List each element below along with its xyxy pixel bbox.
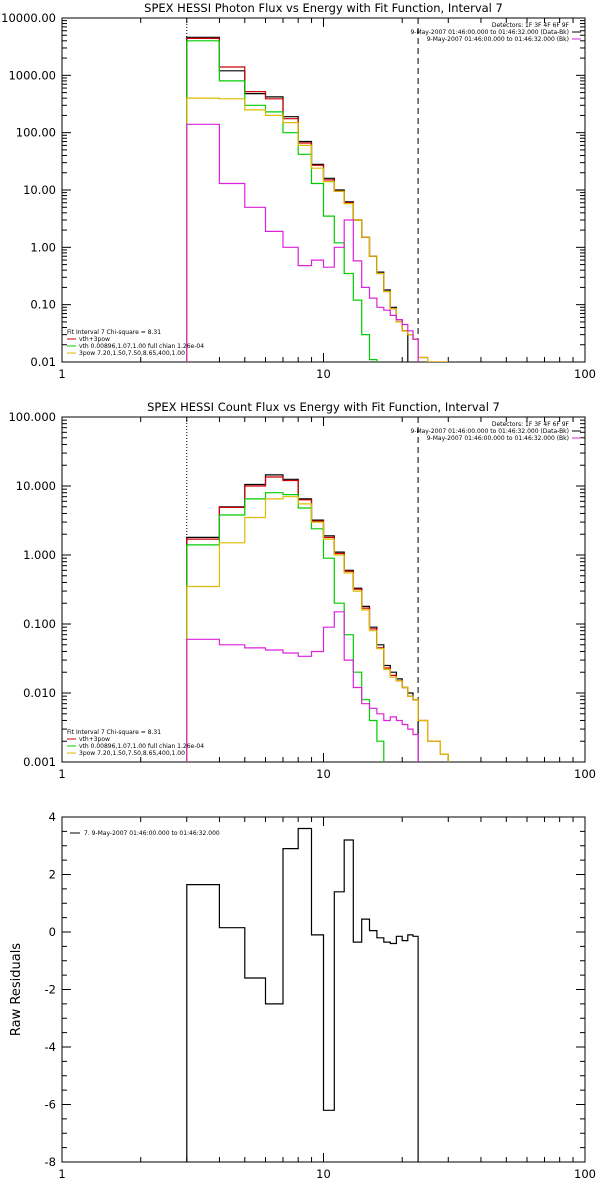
info-block: Detectors: 1F 3F 4F 6F 9F9-May-2007 01:4… bbox=[410, 421, 581, 442]
y-tick-label: 4 bbox=[49, 810, 56, 824]
x-axis: 1 10 100 bbox=[58, 817, 596, 1181]
series-line-7-9-may-2007-01-46-00-000-to-01-46-32-000 bbox=[186, 827, 419, 1162]
y-tick-label: 10.000 bbox=[16, 479, 56, 493]
y-tick-label: 0.010 bbox=[23, 686, 56, 700]
legend-entry: 3pow 7.20,1.50,7.50,8.65,400,1.00 bbox=[79, 350, 185, 357]
info-line: 9-May-2007 01:46:00.000 to 01:46:32.000 … bbox=[427, 36, 569, 43]
y-tick-label: 100.000 bbox=[8, 410, 56, 424]
legend: Fit Interval 7 Chi-square = 8.31vth+3pow… bbox=[67, 729, 204, 757]
y-tick-label: 1.000 bbox=[23, 548, 56, 562]
x-tick-label: 10 bbox=[316, 1167, 331, 1181]
info-line: 9-May-2007 01:46:00.000 to 01:46:32.000 … bbox=[410, 428, 569, 435]
legend-title: Fit Interval 7 Chi-square = 8.31 bbox=[67, 729, 161, 736]
series-group bbox=[186, 827, 419, 1162]
x-tick-label: 100 bbox=[574, 767, 596, 781]
legend-entry: vth 0.00896,1.07,1.00 full chian 1.26e-0… bbox=[79, 343, 204, 350]
x-tick-label: 1 bbox=[58, 1167, 65, 1181]
series-line-3pow-7-20-1-50-7-50-8-65-400-1-00 bbox=[186, 97, 449, 362]
plot-frame bbox=[61, 416, 586, 763]
info-line: 9-May-2007 01:46:00.000 to 01:46:32.000 … bbox=[427, 435, 569, 442]
legend-entry: vth+3pow bbox=[79, 736, 110, 743]
series-line-bk bbox=[186, 123, 419, 362]
y-tick-label: 10.00 bbox=[23, 183, 56, 197]
y-tick-label: 1.00 bbox=[30, 240, 56, 254]
y-tick-label: 0.001 bbox=[23, 755, 56, 769]
x-tick-label: 100 bbox=[574, 1167, 596, 1181]
series-group bbox=[186, 36, 449, 362]
legend-title: Fit Interval 7 Chi-square = 8.31 bbox=[67, 329, 161, 336]
chart-panel-1: SPEX HESSI Photon Flux vs Energy with Fi… bbox=[1, 1, 596, 381]
y-axis: 0.001 0.010 0.100 1.000 10.000 100.000 bbox=[8, 410, 585, 769]
y-tick-label: 0.100 bbox=[23, 617, 56, 631]
series-line-bk bbox=[186, 611, 419, 762]
chart-title: SPEX HESSI Count Flux vs Energy with Fit… bbox=[147, 400, 500, 414]
series-line-vth-3pow bbox=[186, 37, 449, 362]
y-axis-label: Raw Residuals bbox=[9, 943, 24, 1036]
x-axis: 1 10 100 bbox=[58, 417, 596, 781]
legend-entry: 3pow 7.20,1.50,7.50,8.65,400,1.00 bbox=[79, 750, 185, 757]
y-tick-label: -6 bbox=[45, 1098, 56, 1112]
y-tick-label: 100.00 bbox=[16, 126, 56, 140]
series-group bbox=[186, 474, 449, 762]
y-tick-label: 10000.00 bbox=[1, 11, 56, 25]
x-tick-label: 10 bbox=[316, 767, 331, 781]
y-tick-label: 0 bbox=[49, 925, 56, 939]
series-line-data-bk bbox=[186, 36, 409, 362]
x-tick-label: 1 bbox=[58, 367, 65, 381]
y-tick-label: 1000.00 bbox=[8, 68, 56, 82]
x-tick-label: 100 bbox=[574, 367, 596, 381]
legend-entry: vth 0.00896,1.07,1.00 full chian 1.26e-0… bbox=[79, 743, 204, 750]
chart-panel-3: 1 10 100 -8 -6 -4 -2 0 2 4 Raw Residuals 7. 9-May-2… bbox=[9, 810, 596, 1181]
x-tick-label: 1 bbox=[58, 767, 65, 781]
legend: Fit Interval 7 Chi-square = 8.31vth+3pow… bbox=[67, 329, 204, 357]
chart-title: SPEX HESSI Photon Flux vs Energy with Fi… bbox=[144, 1, 503, 15]
y-axis: -8 -6 -4 -2 0 2 4 bbox=[45, 810, 585, 1169]
legend-entry: vth+3pow bbox=[79, 336, 110, 343]
y-tick-label: -4 bbox=[45, 1040, 56, 1054]
y-axis: 0.01 0.10 1.00 10.00 100.00 1000.00 10000.00 bbox=[1, 11, 585, 369]
series-line-vth-0-00896-1-07-1-00-full-chian-1-26e-04 bbox=[186, 40, 378, 362]
x-tick-label: 10 bbox=[316, 367, 331, 381]
y-tick-label: 0.10 bbox=[30, 298, 56, 312]
x-axis: 1 10 100 bbox=[58, 18, 596, 381]
chart-panel-2: SPEX HESSI Count Flux vs Energy with Fit… bbox=[8, 400, 596, 781]
info-line: Detectors: 1F 3F 4F 6F 9F bbox=[492, 421, 570, 428]
y-tick-label: 2 bbox=[49, 868, 56, 882]
legend-entry: 7. 9-May-2007 01:46:00.000 to 01:46:32.0… bbox=[84, 830, 220, 837]
legend: 7. 9-May-2007 01:46:00.000 to 01:46:32.0… bbox=[70, 830, 220, 837]
y-tick-label: -8 bbox=[45, 1155, 56, 1169]
y-tick-label: 0.01 bbox=[30, 355, 56, 369]
series-line-3pow-7-20-1-50-7-50-8-65-400-1-00 bbox=[186, 496, 449, 762]
info-block: Detectors: 1F 3F 4F 6F 9F9-May-2007 01:4… bbox=[410, 22, 581, 43]
info-line: 9-May-2007 01:46:00.000 to 01:46:32.000 … bbox=[410, 29, 569, 36]
series-line-vth-0-00896-1-07-1-00-full-chian-1-26e-04 bbox=[186, 492, 385, 762]
info-line: Detectors: 1F 3F 4F 6F 9F bbox=[492, 22, 570, 29]
y-tick-label: -2 bbox=[45, 983, 56, 997]
